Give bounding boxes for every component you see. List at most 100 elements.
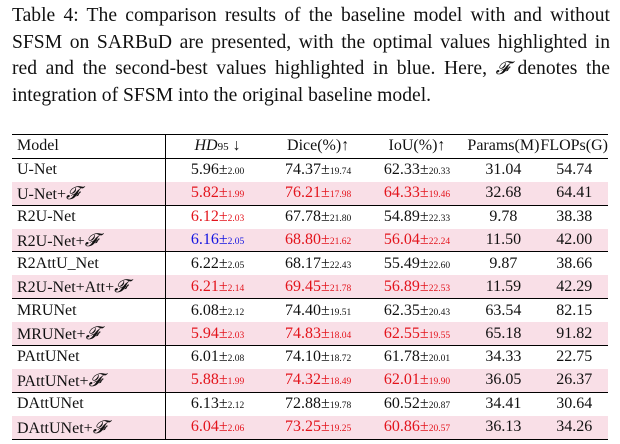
iou-cell: 55.49±22.60 [367, 251, 467, 276]
header-model: Model [12, 134, 167, 159]
hd-std: 2.03 [227, 330, 245, 341]
hd-cell: 6.21±2.14 [165, 275, 269, 299]
hd-cell: 6.08±2.12 [165, 298, 269, 323]
dice-std: 18.72 [329, 354, 352, 365]
dice-cell: 74.37±19.74 [268, 157, 368, 182]
flops-cell: 38.66 [540, 251, 608, 276]
plus-minus: ± [321, 324, 330, 342]
plus-minus: ± [419, 348, 429, 366]
iou-value: 56.89 [383, 277, 420, 295]
hd-cell: 6.22±2.05 [165, 251, 269, 276]
plus-minus: ± [218, 324, 228, 342]
model-cell: U-Net+𝓕 [12, 181, 167, 206]
table-row: MRUNet 6.08±2.12 74.40±19.51 62.35±20.43 63.… [12, 298, 608, 323]
dice-cell: 73.25±19.25 [268, 415, 368, 440]
dice-std: 19.25 [329, 424, 352, 435]
iou-cell: 61.78±20.01 [367, 345, 467, 369]
hd-std: 2.00 [227, 167, 245, 178]
model-name: U-Net [17, 161, 57, 179]
hd-std: 2.12 [227, 401, 245, 412]
dice-value: 74.10 [285, 348, 322, 366]
model-cell: DAttUNet+𝓕 [12, 415, 167, 440]
model-cell: PAttUNet [12, 345, 167, 369]
caption-text-end: denotes the integration of SFSM into the… [12, 58, 610, 106]
hd-std: 2.08 [227, 354, 245, 365]
table-row: DAttUNet+𝓕 6.04±2.06 73.25±19.25 60.86 ±20.5… [12, 415, 608, 440]
params-cell: 34.41 [466, 391, 541, 416]
dice-std: 19.74 [329, 167, 352, 178]
params-cell: 34.33 [466, 345, 541, 369]
iou-cell: 56.04±22.24 [367, 228, 467, 252]
table-row: R2U-Net+Att+𝓕 6.21±2.14 69.45±21.78 56.89±2… [12, 275, 608, 299]
hd-cell: 6.16±2.05 [165, 228, 269, 252]
plus-minus: ± [321, 348, 330, 366]
hd-std: 2.14 [227, 283, 245, 294]
model-group: U-Net 5.96±2.00 74.37±19.74 62.33±20.33 31.0… [12, 157, 608, 206]
header-hd95: HD95 ↓ [165, 134, 269, 159]
dice-cell: 74.32±18.49 [268, 368, 368, 393]
dice-std: 21.80 [329, 214, 352, 225]
iou-value: 60.52 [383, 395, 420, 413]
plus-minus: ± [321, 231, 330, 248]
hd-cell: 6.04±2.06 [165, 415, 269, 440]
plus-minus: ± [218, 418, 228, 436]
hd-value: 6.16 [190, 231, 219, 248]
plus-minus: ± [419, 324, 429, 342]
model-cell: R2U-Net [12, 204, 167, 229]
model-name: R2U-Net+Att+ [17, 279, 115, 297]
plus-minus: ± [419, 301, 429, 319]
table-row: MRUNet+𝓕 5.94±2.03 74.83±18.04 62.55±19.55 6… [12, 322, 608, 346]
dice-cell: 68.80±21.62 [268, 228, 368, 252]
model-group: R2U-Net 6.12±2.03 67.78±21.80 54.89±22.33 9.… [12, 204, 608, 252]
plus-minus: ± [321, 371, 330, 389]
flops-cell: 26.37 [540, 368, 608, 393]
hd-value: 5.94 [190, 324, 219, 342]
params-cell: 11.59 [466, 275, 541, 299]
params-cell: 36.05 [466, 368, 541, 393]
dice-cell: 68.17±22.43 [268, 251, 368, 276]
iou-value: 54.89 [383, 208, 420, 226]
dice-value: 76.21 [285, 184, 322, 202]
flops-cell: 42.29 [540, 275, 608, 299]
iou-value: 62.35 [383, 301, 420, 319]
iou-std: 19.55 [428, 330, 451, 341]
iou-cell: 64.33±19.46 [367, 181, 467, 206]
dice-cell: 74.83±18.04 [268, 322, 368, 346]
table-row: U-Net+𝓕 5.82±1.99 76.21±17.98 64.33±19.46 32… [12, 181, 608, 206]
dice-std: 18.49 [329, 377, 352, 388]
table-row: R2AttU_Net 6.22±2.05 68.17±22.43 55.49±22.6… [12, 251, 608, 276]
hd-cell: 6.01±2.08 [165, 345, 269, 369]
plus-minus: ± [218, 208, 228, 226]
model-cell: DAttUNet [12, 391, 167, 416]
iou-value: 64.33 [383, 184, 420, 202]
iou-std: 20.57 [428, 424, 451, 435]
model-cell: U-Net [12, 157, 167, 182]
plus-minus: ± [419, 231, 429, 248]
params-cell: 31.04 [466, 157, 541, 182]
iou-cell: 54.89±22.33 [367, 204, 467, 229]
plus-minus: ± [419, 254, 429, 272]
flops-cell: 30.64 [540, 391, 608, 416]
hd-cell: 5.96±2.00 [165, 157, 269, 182]
integration-symbol: 𝓕 [66, 182, 80, 204]
dice-cell: 76.21±17.98 [268, 181, 368, 206]
plus-minus: ± [321, 254, 330, 272]
plus-minus: ± [321, 395, 330, 413]
dice-std: 19.78 [329, 401, 352, 412]
model-cell: MRUNet [12, 298, 167, 323]
plus-minus: ± [321, 418, 330, 436]
params-cell: 36.13 [466, 415, 541, 440]
plus-minus: ± [218, 161, 228, 179]
model-group: R2AttU_Net 6.22±2.05 68.17±22.43 55.49±22.6… [12, 251, 608, 299]
dice-std: 21.62 [329, 237, 352, 247]
model-name: DAttUNet+ [17, 419, 93, 437]
hd-value: 6.13 [190, 395, 219, 413]
table-row: PAttUNet 6.01±2.08 74.10±18.72 61.78±20.01 3… [12, 345, 608, 369]
iou-value: 60.86 [383, 418, 420, 436]
integration-symbol: 𝓕 [114, 276, 128, 298]
plus-minus: ± [218, 301, 228, 319]
plus-minus: ± [321, 208, 330, 226]
model-name: DAttUNet [17, 395, 84, 413]
model-cell: R2AttU_Net [12, 251, 167, 276]
model-name: PAttUNet [17, 348, 80, 366]
